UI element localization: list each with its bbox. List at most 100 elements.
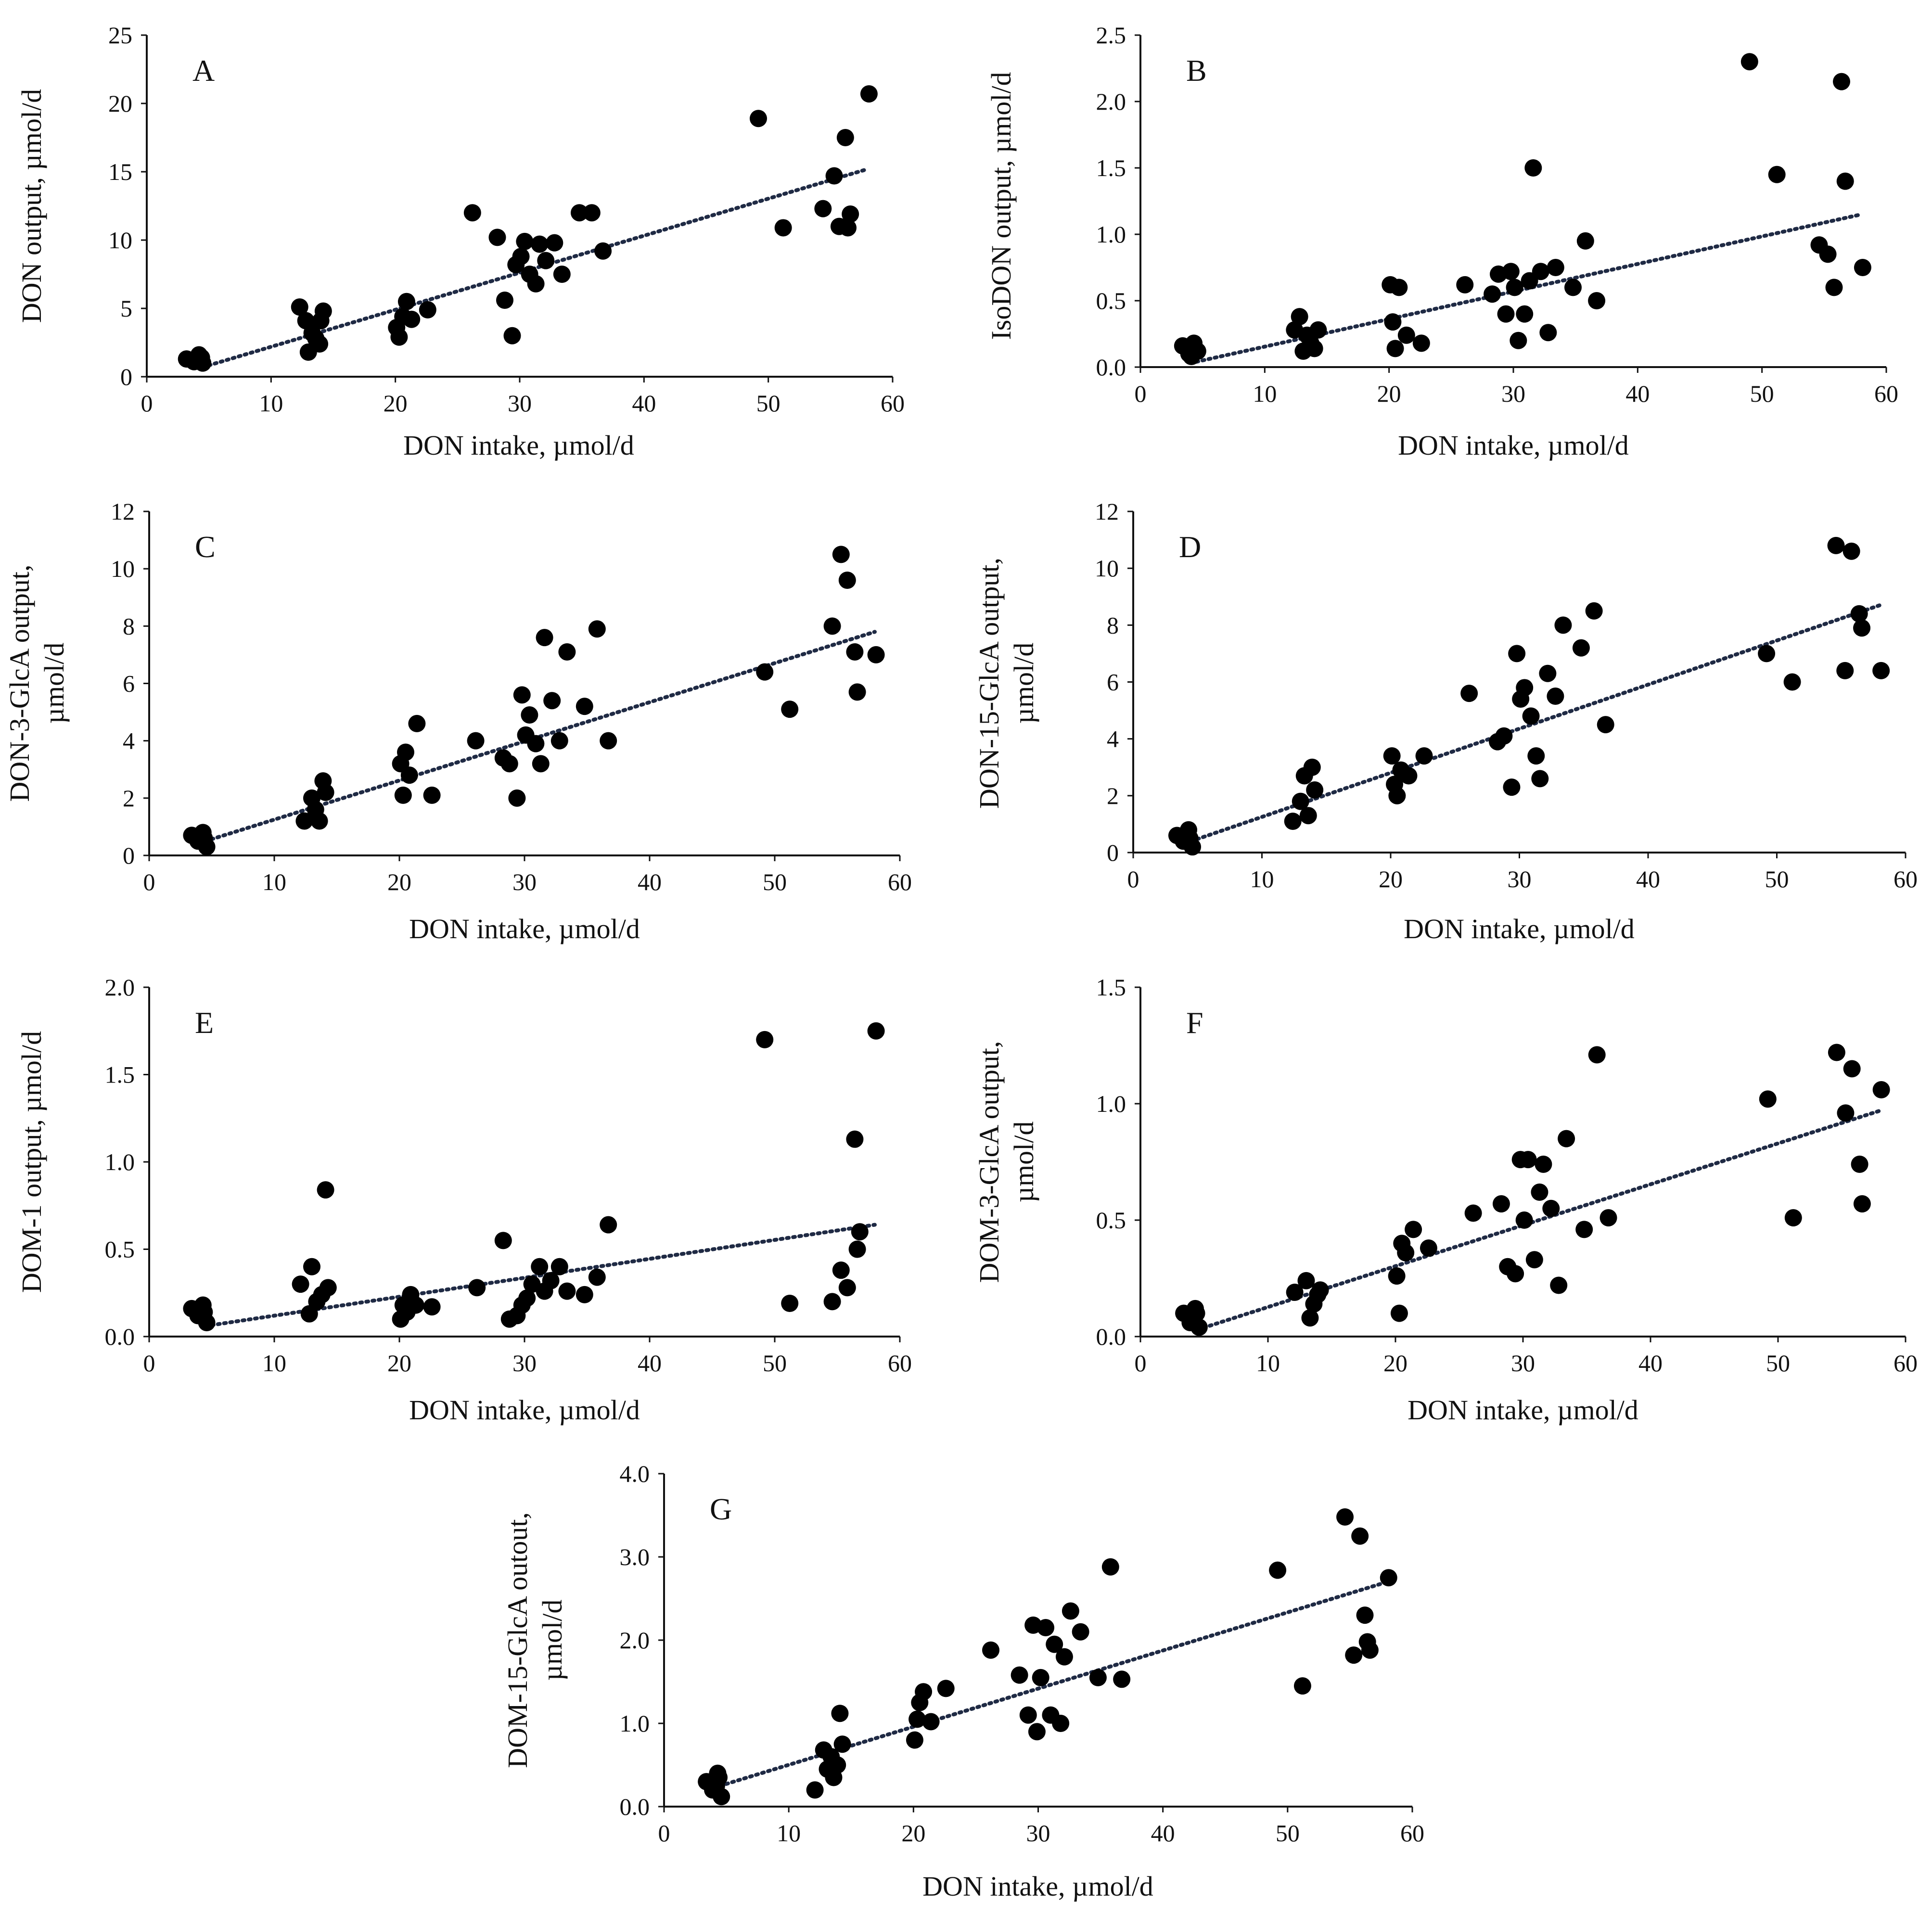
data-point: [1527, 747, 1545, 765]
data-point: [1412, 334, 1430, 352]
data-point: [1599, 1209, 1617, 1227]
data-point: [1575, 1221, 1593, 1238]
data-point: [292, 1275, 309, 1293]
data-point: [860, 85, 878, 103]
data-point: [1576, 232, 1594, 250]
x-tick-label: 40: [1638, 1350, 1663, 1376]
data-point: [831, 1705, 849, 1722]
x-tick-label: 40: [1636, 866, 1660, 892]
data-point: [394, 786, 412, 804]
x-tick-label: 40: [638, 868, 662, 895]
x-tick-label: 20: [901, 1820, 925, 1847]
y-axis-title-line: DON-3-GlcA output,: [4, 565, 35, 802]
data-point: [513, 686, 531, 704]
y-tick-label: 0.0: [1096, 1323, 1126, 1350]
data-point: [588, 1268, 606, 1286]
data-point: [1507, 1265, 1524, 1283]
data-point: [1188, 1304, 1205, 1322]
y-tick-label: 0.5: [1096, 1207, 1126, 1234]
data-point: [814, 200, 832, 217]
data-point: [1836, 172, 1854, 190]
data-point: [496, 291, 513, 309]
data-point: [1101, 1558, 1119, 1576]
data-point: [1019, 1706, 1037, 1724]
data-point: [1113, 1670, 1131, 1688]
data-point: [531, 235, 549, 253]
x-tick-label: 10: [777, 1820, 801, 1847]
data-point: [833, 1735, 851, 1753]
data-point: [848, 1240, 866, 1258]
x-tick-label: 10: [262, 1350, 286, 1376]
data-point: [1522, 707, 1540, 725]
data-point: [906, 1731, 923, 1749]
data-point: [1305, 340, 1323, 357]
data-point: [546, 234, 563, 252]
y-tick-label: 0.0: [620, 1793, 650, 1820]
y-axis-title: DOM-3-GlcA output, µmol/d: [973, 1041, 1039, 1283]
x-tick-label: 30: [512, 1350, 537, 1376]
x-tick-label: 40: [1151, 1820, 1175, 1847]
y-tick-label: 1.0: [1096, 1090, 1126, 1117]
x-axis-title: DON intake, µmol/d: [409, 913, 640, 944]
x-tick-label: 10: [1250, 866, 1274, 892]
data-point: [1853, 619, 1871, 637]
x-tick-label: 50: [756, 390, 780, 417]
x-tick-label: 0: [1127, 866, 1139, 892]
data-point: [532, 755, 550, 773]
data-point: [527, 275, 545, 293]
data-point: [1055, 1648, 1073, 1666]
y-axis-title-line: DON-15-GlcA output,: [973, 558, 1005, 809]
data-point: [311, 335, 329, 353]
data-point: [600, 732, 617, 750]
y-tick-label: 4: [1107, 726, 1119, 752]
data-point: [317, 1181, 334, 1199]
data-point: [1415, 747, 1433, 765]
x-tick-label: 40: [638, 1350, 662, 1376]
data-point: [1306, 781, 1324, 799]
x-tick-label: 60: [1894, 1350, 1918, 1376]
data-point: [537, 252, 555, 269]
x-tick-label: 30: [1501, 380, 1525, 407]
y-tick-label: 0.5: [105, 1236, 135, 1263]
panel-letter: D: [1179, 530, 1201, 564]
y-tick-label: 4: [123, 727, 135, 754]
data-point: [1269, 1561, 1287, 1579]
data-point: [397, 293, 415, 310]
data-point: [594, 242, 612, 260]
data-point: [397, 743, 414, 761]
data-point: [576, 1286, 593, 1303]
y-axis-title: IsoDON output, µmol/d: [985, 72, 1017, 340]
data-point: [310, 812, 328, 830]
x-tick-label: 10: [262, 868, 286, 895]
data-point: [1046, 1635, 1063, 1653]
data-point: [1037, 1619, 1055, 1637]
data-point: [1388, 787, 1406, 804]
data-point: [1825, 279, 1843, 296]
data-point: [195, 1303, 213, 1321]
data-point: [1361, 1641, 1379, 1659]
x-tick-label: 50: [1276, 1820, 1300, 1847]
data-point: [1515, 1211, 1533, 1229]
data-point: [1851, 1155, 1868, 1173]
data-point: [1336, 1508, 1354, 1526]
data-point: [576, 698, 593, 715]
data-point: [423, 1298, 441, 1316]
data-point: [1784, 1209, 1802, 1227]
data-point: [1351, 1527, 1369, 1545]
data-point: [558, 1282, 576, 1300]
x-tick-label: 10: [1253, 380, 1277, 407]
data-point: [781, 701, 799, 718]
data-point: [527, 735, 545, 752]
data-point: [851, 1223, 869, 1241]
y-tick-label: 10: [111, 555, 135, 582]
x-axis-title: DON intake, µmol/d: [1407, 1394, 1638, 1426]
x-tick-label: 50: [763, 868, 787, 895]
data-point: [488, 229, 506, 246]
x-tick-label: 0: [143, 868, 155, 895]
x-tick-label: 50: [763, 1350, 787, 1376]
data-point: [829, 1756, 846, 1774]
data-point: [1380, 1569, 1397, 1587]
data-point: [1819, 245, 1837, 263]
data-point: [1532, 263, 1549, 280]
